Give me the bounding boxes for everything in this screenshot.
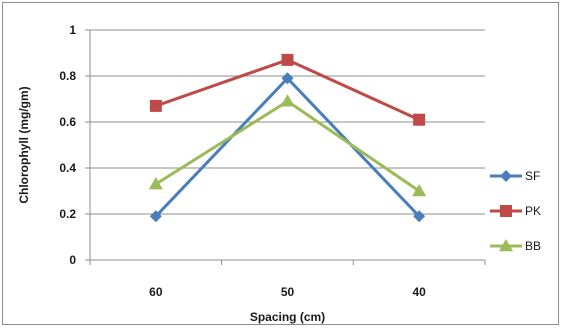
data-point-bb [148, 177, 163, 190]
y-tick-label: 0 [69, 253, 76, 267]
legend: SF PK BB [490, 169, 541, 253]
x-axis-title: Spacing (cm) [250, 310, 325, 324]
data-point-pk [281, 53, 294, 66]
y-tick-label: 0.8 [59, 69, 76, 83]
series-pk [149, 53, 426, 126]
legend-swatch-marker [500, 205, 512, 217]
data-point-sf [281, 72, 294, 85]
x-tick-label: 40 [412, 285, 426, 299]
legend-label: BB [525, 239, 541, 253]
series-bb [148, 94, 427, 197]
data-point-bb [412, 184, 427, 197]
legend-label: SF [525, 169, 540, 183]
series-line-pk [155, 58, 420, 122]
data-point-sf [149, 210, 162, 223]
legend-swatch-marker [500, 170, 512, 182]
y-tick-label: 1 [69, 23, 76, 37]
y-axis-title: Chlorophyll (mg/gm) [17, 86, 31, 203]
x-tick-label: 60 [149, 285, 163, 299]
series-line-bb [155, 99, 421, 193]
legend-item-bb: BB [490, 239, 541, 253]
series-lines [148, 53, 427, 223]
legend-label: PK [525, 204, 541, 218]
chart-frame: 0 0.2 0.4 0.6 0.8 1 60 50 40 SF PK BB Spacing (cm… [2, 2, 559, 325]
axes [85, 29, 486, 265]
legend-swatch-marker [499, 239, 513, 252]
y-tick-labels: 0 0.2 0.4 0.6 0.8 1 [59, 23, 76, 267]
data-point-pk [413, 113, 426, 126]
line-chart: 0 0.2 0.4 0.6 0.8 1 60 50 40 SF PK BB Spacing (cm… [17, 23, 541, 324]
legend-item-sf: SF [490, 169, 540, 183]
y-tick-label: 0.4 [59, 161, 76, 175]
x-tick-label: 50 [281, 285, 295, 299]
series-sf [149, 72, 426, 223]
x-tick-labels: 60 50 40 [149, 285, 426, 299]
data-point-sf [413, 210, 426, 223]
y-tick-label: 0.2 [59, 207, 76, 221]
data-point-pk [149, 99, 162, 112]
data-point-bb [280, 94, 295, 107]
legend-item-pk: PK [490, 204, 541, 218]
y-tick-label: 0.6 [59, 115, 76, 129]
